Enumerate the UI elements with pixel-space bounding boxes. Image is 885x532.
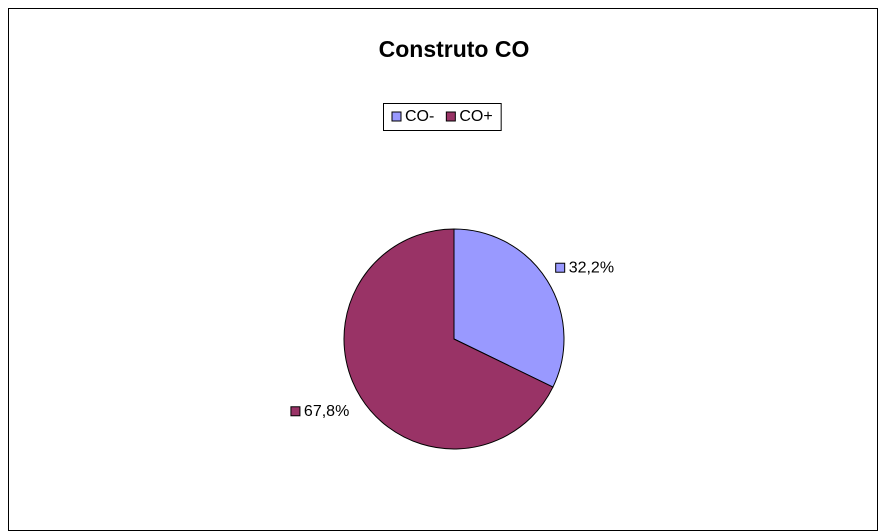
data-label-swatch xyxy=(290,406,301,417)
legend-box xyxy=(383,103,502,131)
data-label-swatch xyxy=(555,262,566,273)
legend-swatch xyxy=(391,111,402,122)
chart-title: Construto CO xyxy=(379,36,530,62)
legend-label: CO- xyxy=(405,108,434,125)
data-label: 32,2% xyxy=(569,259,614,276)
pie-slice xyxy=(453,228,565,388)
pie-slice xyxy=(343,228,554,450)
legend-label: CO+ xyxy=(459,108,492,125)
legend-swatch xyxy=(445,111,456,122)
data-label: 67,8% xyxy=(304,403,349,420)
